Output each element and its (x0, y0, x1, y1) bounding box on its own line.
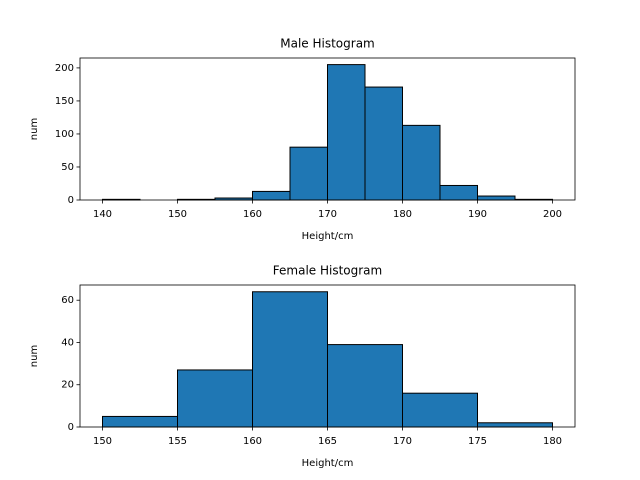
bar (364, 86, 403, 201)
y-axis-label: num (29, 118, 40, 140)
y-tick-label: 60 (61, 295, 74, 306)
x-tick-label: 150 (93, 436, 112, 447)
chart-title: Female Histogram (273, 264, 382, 278)
bar (477, 422, 553, 428)
bar (327, 344, 403, 428)
x-axis-label: Height/cm (302, 458, 354, 469)
y-tick-label: 20 (61, 380, 74, 391)
bar (327, 64, 366, 201)
bar (177, 369, 253, 428)
bar (252, 291, 328, 428)
bar (252, 190, 291, 201)
bar (402, 392, 478, 428)
y-tick-label: 100 (55, 129, 74, 140)
bar (477, 195, 516, 201)
x-tick-label: 190 (468, 209, 487, 220)
y-axis-label: num (29, 345, 40, 367)
x-tick-label: 140 (93, 209, 112, 220)
x-tick-label: 200 (543, 209, 562, 220)
y-tick-label: 0 (68, 422, 74, 433)
x-tick-label: 155 (168, 436, 187, 447)
x-tick-label: 170 (393, 436, 412, 447)
x-tick-label: 175 (468, 436, 487, 447)
x-tick-label: 180 (543, 436, 562, 447)
bar (402, 124, 441, 201)
x-tick-label: 165 (318, 436, 337, 447)
x-tick-label: 160 (243, 436, 262, 447)
bar (439, 184, 478, 201)
x-tick-label: 180 (393, 209, 412, 220)
y-tick-label: 200 (55, 63, 74, 74)
x-tick-label: 150 (168, 209, 187, 220)
y-tick-label: 50 (61, 162, 74, 173)
chart-title: Male Histogram (280, 37, 375, 51)
x-tick-label: 170 (318, 209, 337, 220)
bar (102, 415, 178, 428)
y-tick-label: 40 (61, 337, 74, 348)
x-axis-label: Height/cm (302, 231, 354, 242)
x-tick-label: 160 (243, 209, 262, 220)
y-tick-label: 150 (55, 96, 74, 107)
y-tick-label: 0 (68, 195, 74, 206)
bar (289, 146, 328, 201)
